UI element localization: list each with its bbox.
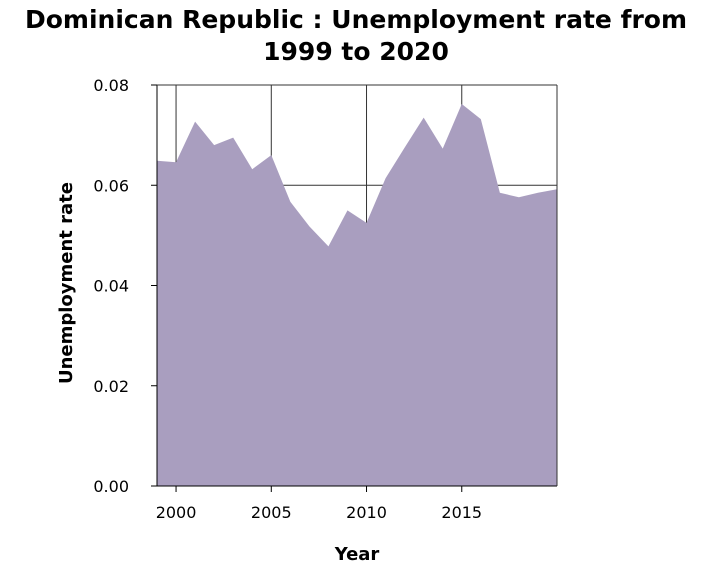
area-layer [157, 104, 557, 487]
x-tick-label: 2005 [251, 503, 292, 522]
tick-labels: 0.00 0.02 0.04 0.06 0.08 2000 2005 2010 2015 [93, 76, 482, 522]
chart-title: Dominican Republic : Unemployment rate f… [0, 4, 712, 68]
chart-title-line-1: Dominican Republic : Unemployment rate f… [25, 5, 687, 34]
chart-title-line-2: 1999 to 2020 [263, 37, 449, 66]
x-axis-label: Year [334, 544, 380, 565]
y-tick-label: 0.00 [93, 477, 129, 496]
y-axis-label: Unemployment rate [56, 182, 77, 384]
x-tick-label: 2015 [441, 503, 482, 522]
x-tick-label: 2010 [346, 503, 387, 522]
y-tick-label: 0.02 [93, 377, 129, 396]
y-tick-label: 0.08 [93, 76, 129, 95]
y-tick-label: 0.04 [93, 277, 129, 296]
y-tick-label: 0.06 [93, 176, 129, 195]
x-tick-label: 2000 [156, 503, 197, 522]
area-series [157, 104, 557, 487]
